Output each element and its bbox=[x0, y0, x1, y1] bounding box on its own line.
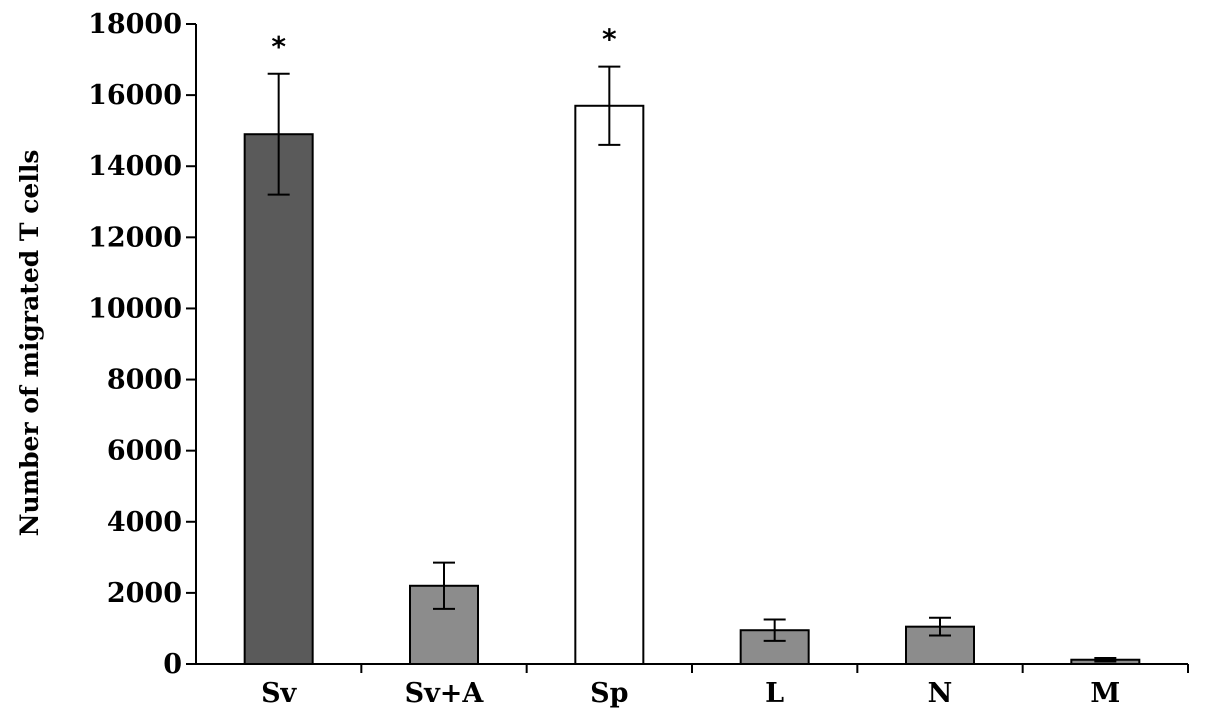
x-category-label-N: N bbox=[928, 678, 953, 709]
y-tick-label-5: 10000 bbox=[88, 293, 182, 324]
y-tick-label-0: 0 bbox=[163, 649, 182, 680]
significance-mark-Sp: * bbox=[602, 23, 617, 56]
y-tick-label-3: 6000 bbox=[107, 436, 182, 467]
y-axis-title: Number of migrated T cells bbox=[15, 150, 44, 537]
bar-Sv bbox=[243, 133, 314, 665]
y-tick-label-1: 2000 bbox=[107, 578, 182, 609]
x-category-label-M: M bbox=[1090, 678, 1120, 709]
y-tick-label-7: 14000 bbox=[88, 151, 182, 182]
y-tick-label-6: 12000 bbox=[88, 222, 182, 253]
significance-mark-Sv: * bbox=[271, 30, 286, 63]
y-tick-label-8: 16000 bbox=[88, 80, 182, 111]
y-tick-label-4: 8000 bbox=[107, 365, 182, 396]
y-tick-label-2: 4000 bbox=[107, 507, 182, 538]
bar-Sp bbox=[574, 104, 645, 666]
y-tick-label-9: 18000 bbox=[88, 9, 182, 40]
x-category-label-L: L bbox=[765, 678, 784, 709]
x-category-label-Sv: Sv bbox=[261, 678, 297, 709]
x-category-label-Sp: Sp bbox=[590, 678, 628, 709]
x-category-label-Sv+A: Sv+A bbox=[405, 678, 485, 709]
plot-area: 0 2000 4000 6000 8000 10000 12000 14000 16000 180… bbox=[88, 9, 1189, 709]
